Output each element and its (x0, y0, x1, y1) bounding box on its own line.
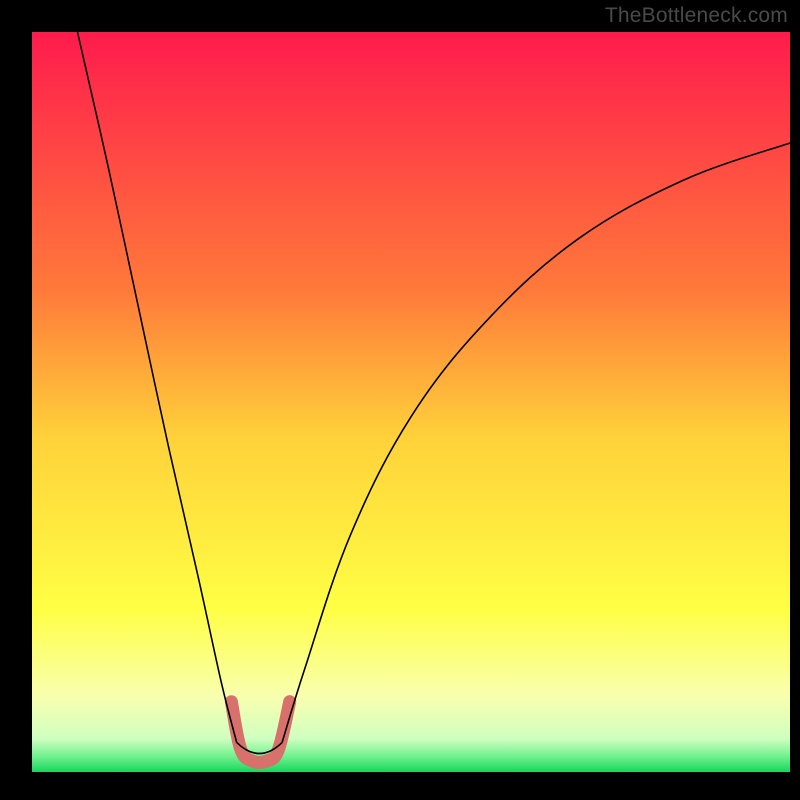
bottleneck-chart (0, 0, 800, 800)
watermark-text: TheBottleneck.com (605, 4, 788, 28)
chart-container: TheBottleneck.com (0, 0, 800, 800)
plot-area (32, 32, 790, 772)
